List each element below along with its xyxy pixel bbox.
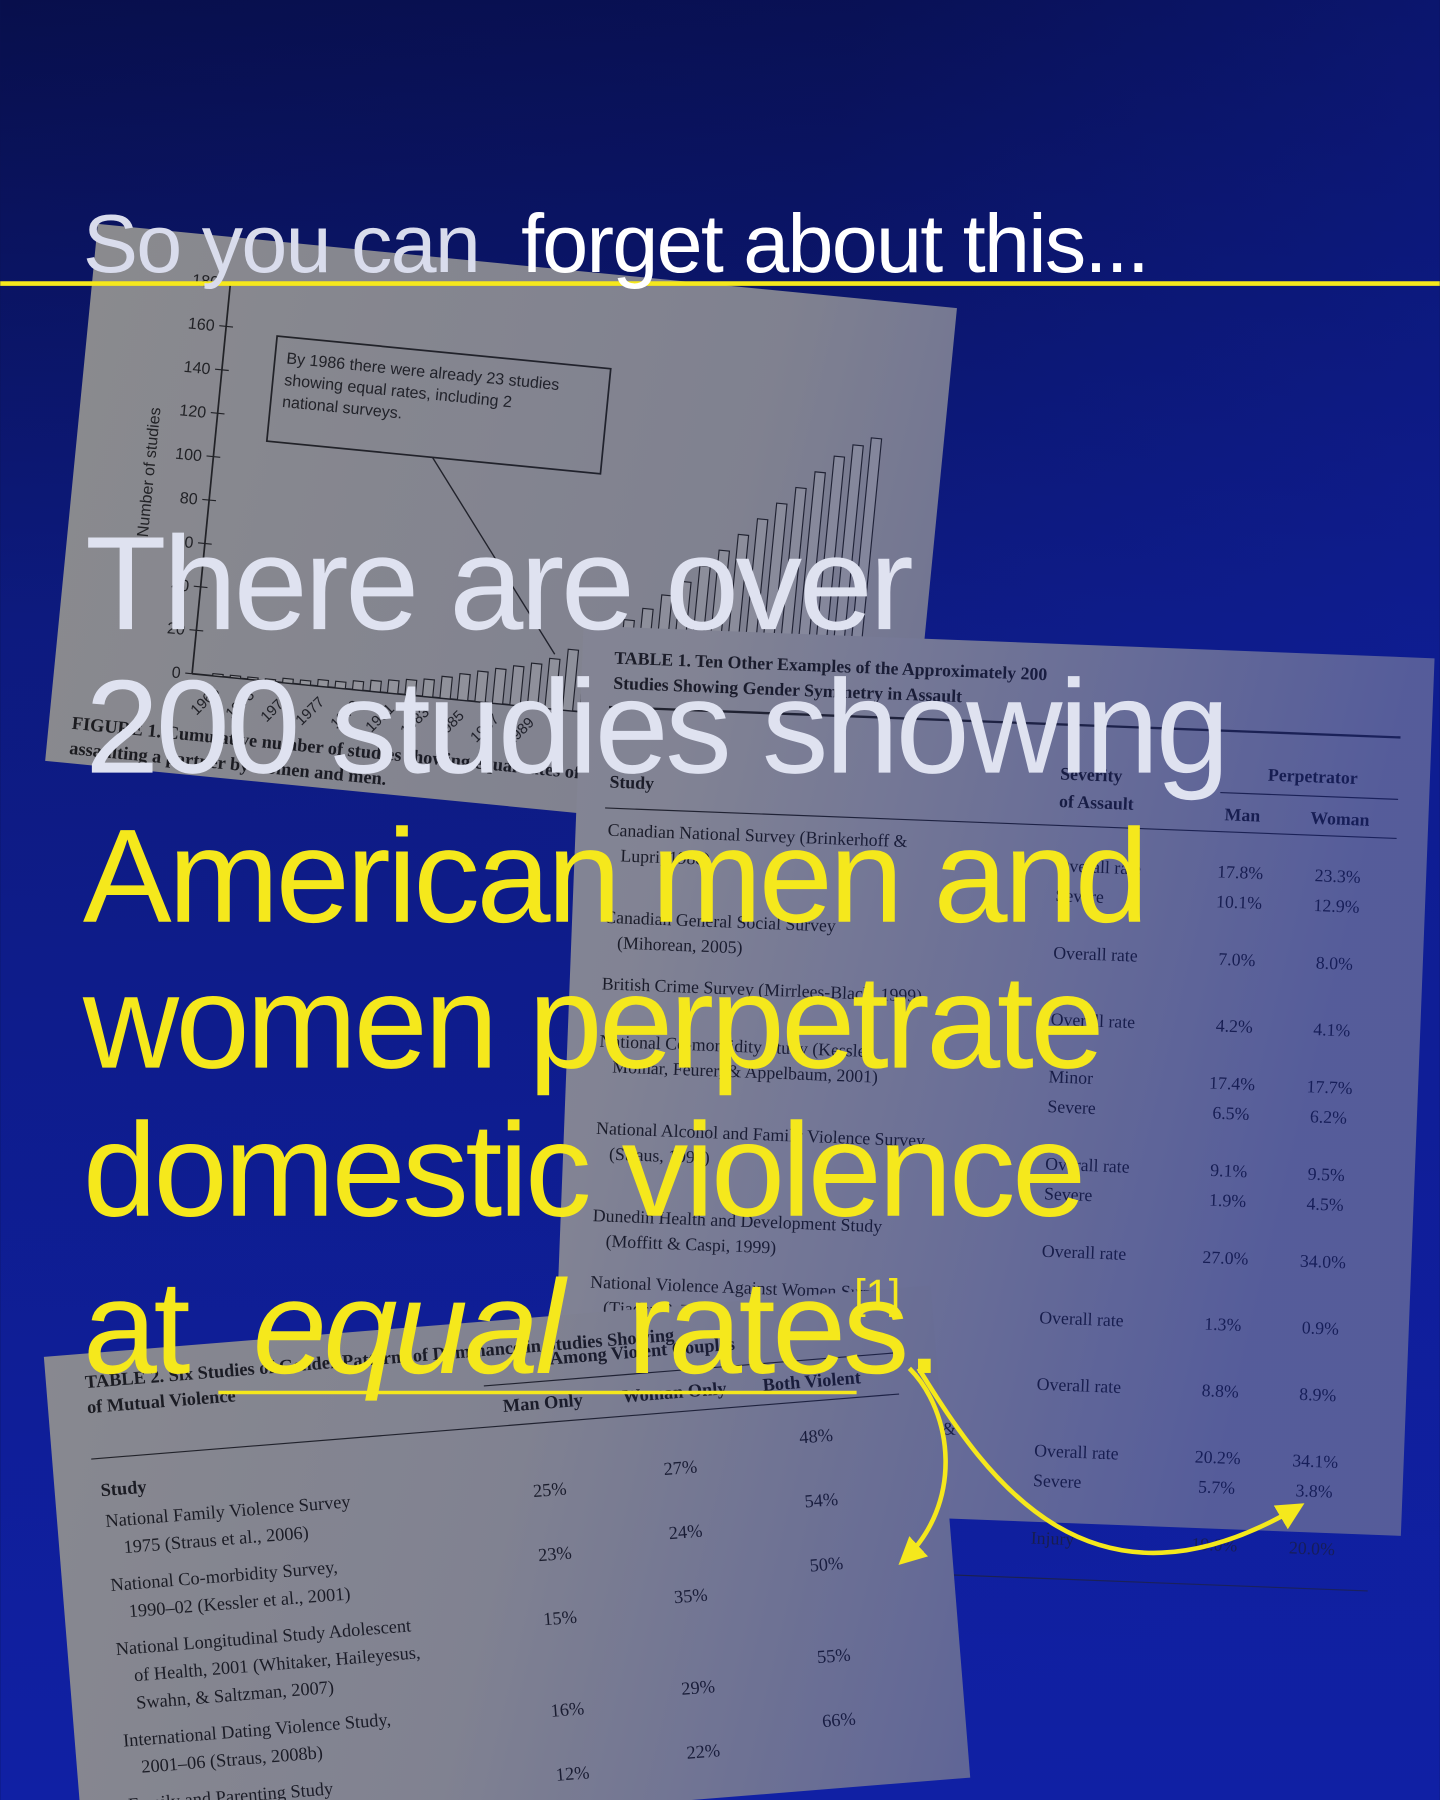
arrow [916,1367,1305,1556]
footnote-ref: [1] [854,1272,900,1318]
headline-line: There are over [85,509,912,658]
headline: There are over 200 studies showing Ameri… [82,509,1230,1402]
headline-line: women perpetrate [82,948,1101,1097]
headline-word: at [83,1253,191,1402]
headline-line: domestic violence [83,1096,1083,1245]
section-title: So you can forget about this... [83,197,1148,290]
headline-line: at equal rates. [83,1253,940,1402]
title-bold: forget about this... [521,197,1148,290]
title-light: So you can [83,197,479,290]
headline-word: rates. [627,1253,939,1402]
arrow [898,1366,948,1565]
headline-line: American men and [83,802,1146,951]
headline-line: 200 studies showing [85,653,1226,802]
headline-emphasis: equal [253,1253,568,1402]
